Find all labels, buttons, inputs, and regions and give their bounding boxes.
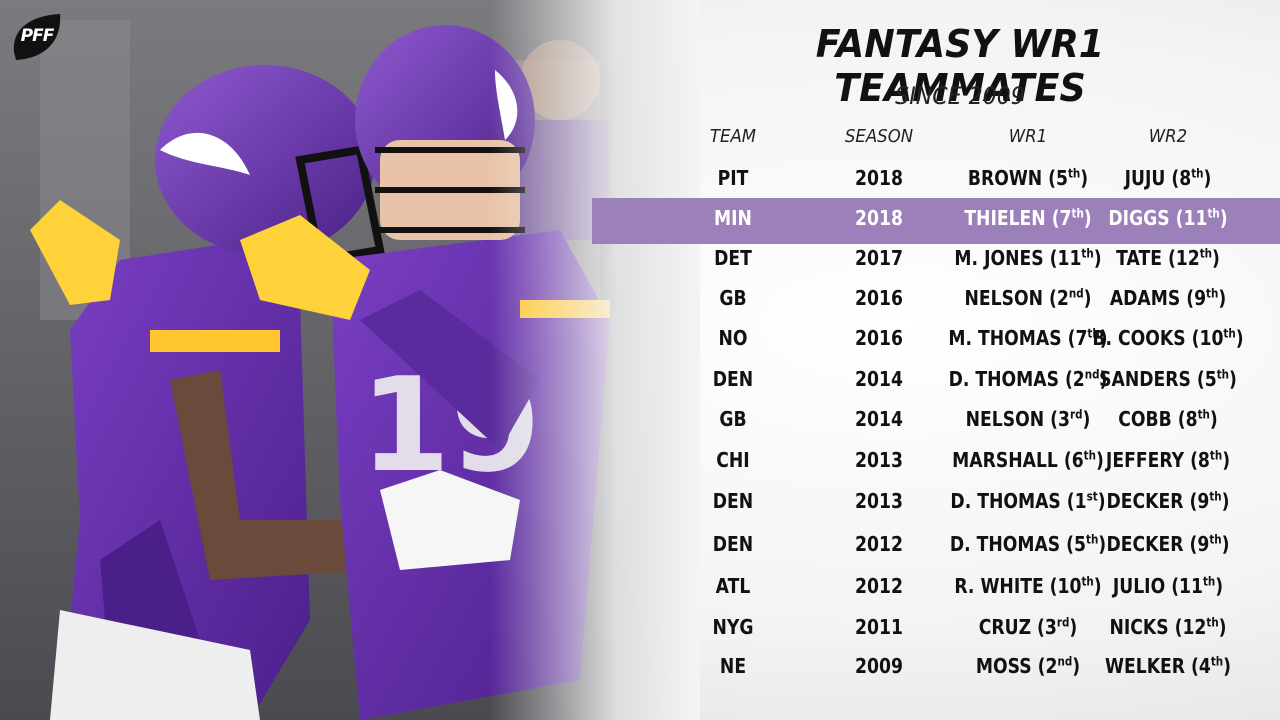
cell-season: 2017 [855,246,903,270]
table-row: ATL 2012 R. WHITE (10th) JULIO (11th) [0,568,1280,608]
cell-wr2: JUJU (8th) [1124,166,1212,190]
cell-wr1: M. THOMAS (7th) [948,326,1108,350]
header-wr2: WR2 [1148,126,1188,147]
cell-wr2: DIGGS (11th) [1108,206,1228,230]
cell-team: GB [719,407,747,431]
table-row: NE 2009 MOSS (2nd) WELKER (4th) [0,648,1280,688]
cell-wr2: B. COOKS (10th) [1092,326,1244,350]
header-season: SEASON [844,126,914,147]
table-row: DET 2017 M. JONES (11th) TATE (12th) [0,240,1280,280]
table-row: DEN 2014 D. THOMAS (2nd) SANDERS (5th) [0,361,1280,401]
cell-wr1: BROWN (5th) [967,166,1089,190]
cell-season: 2018 [855,206,903,230]
cell-wr2: NICKS (12th) [1109,615,1227,639]
cell-team: NE [719,654,747,678]
cell-wr2: ADAMS (9th) [1109,286,1227,310]
table-header: TEAM SEASON WR1 WR2 [0,126,1280,154]
table-row: NYG 2011 CRUZ (3rd) NICKS (12th) [0,609,1280,649]
cell-season: 2013 [855,448,903,472]
cell-wr2: COBB (8th) [1118,407,1218,431]
cell-season: 2014 [855,367,903,391]
cell-wr1: NELSON (2nd) [964,286,1092,310]
header-wr1: WR1 [1008,126,1048,147]
table-row: GB 2014 NELSON (3rd) COBB (8th) [0,401,1280,441]
cell-wr1: D. THOMAS (5th) [949,532,1107,556]
cell-team: ATL [715,574,751,598]
cell-season: 2016 [855,326,903,350]
cell-wr2: DECKER (9th) [1106,532,1230,556]
cell-wr1: CRUZ (3rd) [978,615,1078,639]
cell-team: GB [719,286,747,310]
table-row: GB 2016 NELSON (2nd) ADAMS (9th) [0,280,1280,320]
pff-logo: PFF [8,8,66,66]
cell-team: PIT [717,166,749,190]
table-row: CHI 2013 MARSHALL (6th) JEFFERY (8th) [0,442,1280,482]
cell-wr1: THIELEN (7th) [964,206,1092,230]
cell-wr2: JEFFERY (8th) [1105,448,1231,472]
cell-wr1: M. JONES (11th) [954,246,1102,270]
table-row: DEN 2012 D. THOMAS (5th) DECKER (9th) [0,526,1280,566]
cell-team: NYG [712,615,754,639]
cell-team: MIN [714,206,752,230]
table-row: NO 2016 M. THOMAS (7th) B. COOKS (10th) [0,320,1280,360]
cell-team: DEN [712,532,754,556]
cell-team: DEN [712,489,754,513]
cell-wr1: R. WHITE (10th) [954,574,1102,598]
cell-wr2: JULIO (11th) [1112,574,1224,598]
cell-wr2: WELKER (4th) [1105,654,1231,678]
cell-wr2: SANDERS (5th) [1099,367,1237,391]
cell-team: CHI [716,448,750,472]
cell-season: 2009 [855,654,903,678]
cell-season: 2011 [855,615,903,639]
cell-wr2: TATE (12th) [1116,246,1220,270]
cell-season: 2012 [855,574,903,598]
cell-season: 2013 [855,489,903,513]
table-row: PIT 2018 BROWN (5th) JUJU (8th) [0,160,1280,200]
cell-wr1: MARSHALL (6th) [952,448,1104,472]
cell-team: DEN [712,367,754,391]
cell-wr1: MOSS (2nd) [975,654,1081,678]
page-title: FANTASY WR1 TEAMMATES [815,22,1105,110]
cell-season: 2018 [855,166,903,190]
page-subtitle: SINCE 2009 [895,82,1025,110]
cell-wr1: NELSON (3rd) [965,407,1091,431]
cell-season: 2014 [855,407,903,431]
table-row: MIN 2018 THIELEN (7th) DIGGS (11th) [0,198,1280,244]
header-team: TEAM [709,126,757,147]
logo-text: PFF [20,26,55,46]
cell-season: 2012 [855,532,903,556]
cell-wr1: D. THOMAS (1st) [950,489,1106,513]
cell-team: NO [718,326,748,350]
table-row: DEN 2013 D. THOMAS (1st) DECKER (9th) [0,483,1280,523]
cell-wr1: D. THOMAS (2nd) [948,367,1108,391]
cell-wr2: DECKER (9th) [1106,489,1230,513]
football-icon [13,14,61,60]
cell-team: DET [714,246,752,270]
cell-season: 2016 [855,286,903,310]
